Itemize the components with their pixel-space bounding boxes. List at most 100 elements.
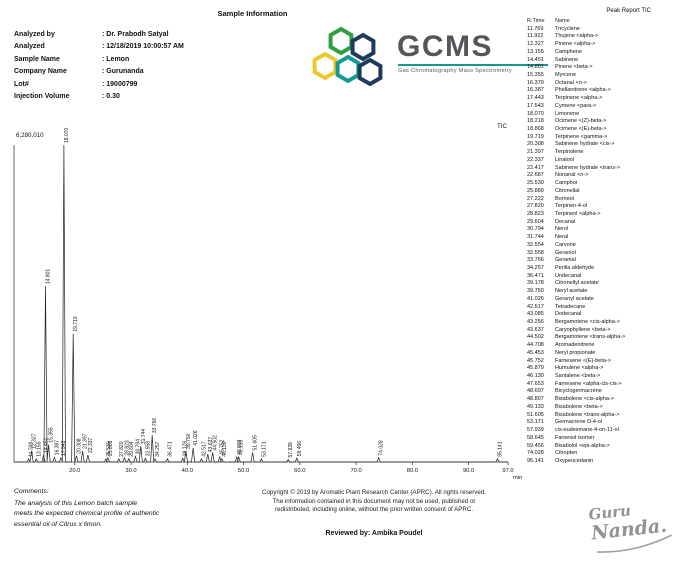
peak-name: Undecanal <box>555 272 582 279</box>
peak-name: Bisabolene <beta-> <box>555 403 603 410</box>
peak-name: Nonanal <n-> <box>555 172 589 179</box>
gcms-logo: GCMS Gas Chromatography Mass Spectrometr… <box>311 26 548 86</box>
peak-rtime: 14.451 <box>527 56 544 63</box>
peak-report-row: 47.653 Farnesene <alpha-cis-cis-> <box>527 381 677 389</box>
peak-report-row: 17.543 Cymene <para-> <box>527 103 677 111</box>
sample-info-row: Analyzed by: Dr. Prabodh Satyal <box>14 29 184 41</box>
peak-report-row: 25.530 Camphor <box>527 180 677 188</box>
peak-report-row: 45.752 Farnesene <(E)-beta-> <box>527 358 677 366</box>
peak-rtime: 34.257 <box>527 264 544 271</box>
peak-report-row: 27.820 Terpinen-4-ol <box>527 203 677 211</box>
peak-report-rows: 11.769 Tricyclene 11.922 Thujene <alpha-> 12… <box>527 26 677 466</box>
peak-report-row: 43.256 Bergamotene <cis-alpha-> <box>527 319 677 327</box>
peak-report-row: 33.766 Geranial <box>527 257 677 265</box>
peak-name: Sabinene <box>555 56 579 63</box>
peak-name: Terpinen-4-ol <box>555 203 588 210</box>
peak-name: Octanal <n-> <box>555 79 587 86</box>
sample-info-label: Lot# <box>14 80 29 88</box>
peak-name: Terpinolene <box>555 149 584 156</box>
peak-name: Farnesene <(E)-beta-> <box>555 357 611 364</box>
peak-rtime: 25.530 <box>527 180 544 187</box>
peak-rt-label: 34.257 <box>155 441 161 457</box>
peak-rt-label: 11.769 <box>29 442 35 457</box>
peak-report-row: 12.327 Pinene <alpha-> <box>527 41 677 49</box>
peak-report-row: 15.355 Myrcene <box>527 72 677 80</box>
peak-report-row: 95.141 Oxypeucedanin <box>527 458 677 466</box>
gcms-logo-text: GCMS Gas Chromatography Mass Spectrometr… <box>397 26 548 74</box>
peak-report-row: 18.868 Ocimene <(E)-beta-> <box>527 126 677 134</box>
peak-report-row: 16.379 Octanal <n-> <box>527 80 677 88</box>
peak-rt-label: 95.141 <box>498 441 504 457</box>
comments-block: Comments: The analysis of this Lemon bat… <box>14 487 214 530</box>
comments-line: essential oil of Citrus x limon. <box>14 520 103 528</box>
peak-report-title: Peak Report TIC <box>606 8 651 14</box>
peak-rtime: 18.218 <box>527 118 544 125</box>
peak-name: Linalool <box>555 156 574 163</box>
peak-rtime: 27.222 <box>527 195 544 202</box>
peak-report-row: 32.554 Carvone <box>527 242 677 250</box>
peak-name: Sabinene hydrate <cis-> <box>555 141 615 148</box>
peak-report-row: 34.257 Perilla aldehyde <box>527 265 677 273</box>
peak-rt-label: 31.744 <box>141 429 147 445</box>
peak-report-row: 22.337 Linalool <box>527 157 677 165</box>
peak-rtime: 17.443 <box>527 95 544 102</box>
peak-report-row: 14.801 Pinene <beta-> <box>527 64 677 72</box>
peak-rt-label: 15.355 <box>49 427 55 443</box>
peak-rt-label: 20.308 <box>77 438 83 454</box>
peak-rtime: 22.337 <box>527 156 544 163</box>
copyright-line: Copyright © 2019 by Aromatic Plant Resea… <box>262 489 486 496</box>
peak-rt-label: 46.130 <box>222 441 228 457</box>
peak-report-row: 57.939 cis-eudesmane-4-on-11-ol <box>527 427 677 435</box>
y-scale-label: 6,280,010 <box>16 132 44 139</box>
peak-name: Ocimene <(Z)-beta-> <box>555 118 607 125</box>
peak-report-row: 43.085 Dodecanal <box>527 311 677 319</box>
peak-report-row: 18.070 Limonene <box>527 111 677 119</box>
peak-report-row: 18.218 Ocimene <(Z)-beta-> <box>527 118 677 126</box>
peak-report-row: 42.517 Tetradecane <box>527 304 677 312</box>
peak-rt-label: 49.133 <box>239 439 245 455</box>
peak-rtime: 44.708 <box>527 342 544 349</box>
peak-report-row: 53.171 Germacrene D-4-ol <box>527 419 677 427</box>
peak-rtime: 16.379 <box>527 79 544 86</box>
peak-report-row: 41.026 Geranyl acetate <box>527 296 677 304</box>
peak-name: Tetradecane <box>555 303 586 310</box>
sample-info-value: : Gurunanda <box>102 68 144 76</box>
peak-report-row: 74.028 Citropten <box>527 450 677 458</box>
peak-name: cis-eudesmane-4-on-11-ol <box>555 427 619 434</box>
peak-rt-label: 74.028 <box>379 440 385 456</box>
peak-rt-label: 27.820 <box>119 441 125 457</box>
peak-report-row: 16.387 Phellandrene <alpha-> <box>527 87 677 95</box>
peak-rtime: 14.801 <box>527 64 544 71</box>
peak-rt-label: 45.752 <box>220 439 226 455</box>
peak-rtime: 58.645 <box>527 434 544 441</box>
peak-name: Nerol <box>555 226 569 233</box>
peak-rtime: 32.558 <box>527 249 544 256</box>
peak-rtime: 45.879 <box>527 365 544 372</box>
peak-report-row: 46.130 Santalene <beta-> <box>527 373 677 381</box>
peak-name: Citronellyl acetate <box>555 280 599 287</box>
peak-rtime: 44.502 <box>527 334 544 341</box>
peak-name: Neryl acetate <box>555 288 588 295</box>
peak-report-row: 31.744 Neral <box>527 234 677 242</box>
peak-name: Sabinene hydrate <trans-> <box>555 164 621 171</box>
reviewed-by: Reviewed by: Ambika Poudel <box>325 530 423 537</box>
peak-report-row: 45.453 Neryl propionate <box>527 350 677 358</box>
peak-name: Oxypeucedanin <box>555 457 594 464</box>
peak-rtime: 41.026 <box>527 295 544 302</box>
peak-report-row: 49.133 Bisabolene <beta-> <box>527 404 677 412</box>
peak-rtime: 46.130 <box>527 373 544 380</box>
peak-name: Perilla aldehyde <box>555 264 595 271</box>
peak-rtime: 45.752 <box>527 357 544 364</box>
peak-rt-label: 32.558 <box>145 441 151 457</box>
peak-rtime: 36.471 <box>527 272 544 279</box>
peak-name: Camphene <box>555 48 582 55</box>
peak-name: Caryophyllene <beta-> <box>555 326 611 333</box>
sample-info-label: Analyzed <box>14 43 45 51</box>
peak-name: Pinene <beta-> <box>555 64 593 71</box>
peak-rtime: 59.456 <box>527 442 544 449</box>
peak-rtime: 43.256 <box>527 319 544 326</box>
peak-name: Humulene <alpha-> <box>555 365 604 372</box>
peak-rt-label: 51.605 <box>253 435 259 451</box>
peak-name: Bisabolol <epi-alpha-> <box>555 442 610 449</box>
peak-name: Geranyl acetate <box>555 295 594 302</box>
